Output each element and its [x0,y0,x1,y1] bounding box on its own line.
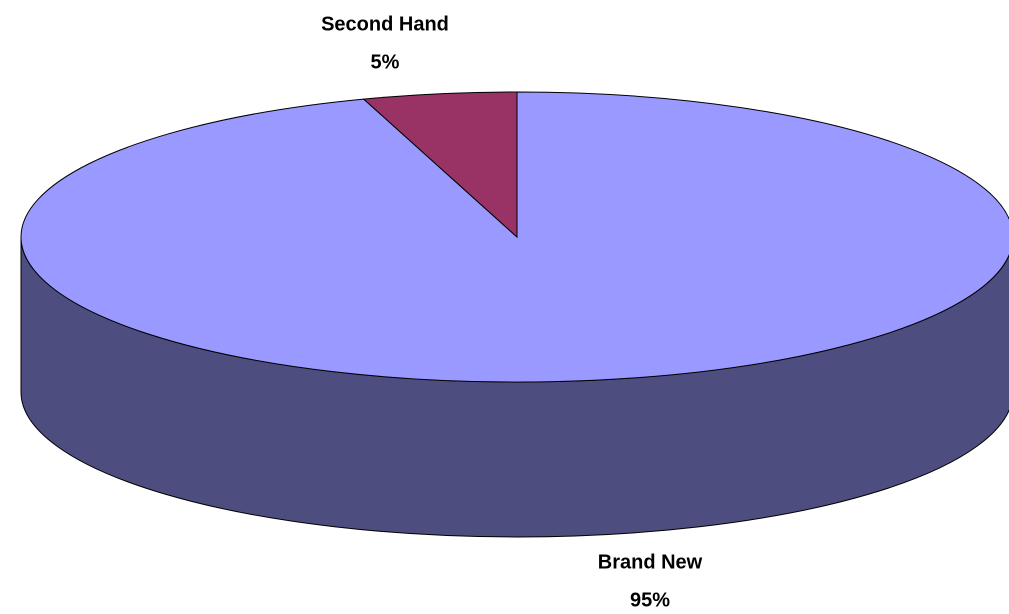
slice [20,91,1009,383]
slice-value-label: 5% [371,51,400,73]
slice-label: Second Hand [321,13,449,35]
slice [362,91,518,239]
slice-value-label: 95% [630,589,670,611]
slice-label: Brand New [598,551,703,573]
